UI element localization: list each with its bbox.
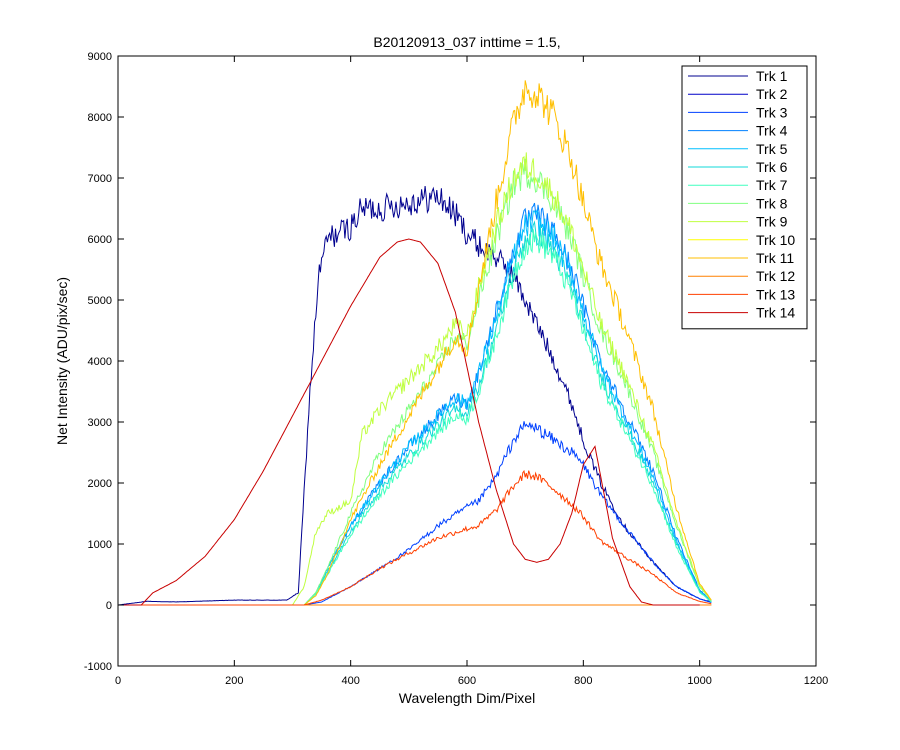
y-tick-label: 8000: [88, 112, 112, 124]
y-axis-label: Net Intensity (ADU/pix/sec): [54, 277, 70, 445]
y-tick-label: -1000: [84, 661, 112, 673]
chart-title: B20120913_037 inttime = 1.5,: [373, 34, 560, 50]
series-line-1: [117, 185, 712, 606]
y-tick-label: 2000: [88, 478, 112, 490]
legend-label-7: Trk 7: [756, 177, 788, 193]
legend-label-13: Trk 13: [756, 286, 795, 302]
x-tick-label: 0: [115, 675, 121, 687]
y-tick-label: 5000: [88, 295, 112, 307]
x-axis-label: Wavelength Dim/Pixel: [399, 690, 535, 706]
x-tick-label: 1000: [687, 675, 711, 687]
x-tick-label: 400: [341, 675, 359, 687]
x-tick-label: 1200: [804, 675, 828, 687]
x-tick-label: 800: [574, 675, 592, 687]
legend-box: [681, 65, 808, 330]
x-tick-label: 200: [225, 675, 243, 687]
y-tick-label: 0: [106, 600, 112, 612]
y-tick-label: 7000: [88, 173, 112, 185]
legend: Trk 1 Trk 2 Trk 3 Trk 4 Trk 5 Trk 6 Trk 7 Trk 8…: [681, 65, 808, 330]
legend-label-9: Trk 9: [756, 214, 788, 230]
series-group: [117, 80, 712, 606]
legend-label-11: Trk 11: [756, 250, 794, 266]
series-line-14: [118, 238, 700, 606]
legend-label-14: Trk 14: [756, 305, 795, 321]
y-tick-label: 1000: [88, 539, 112, 551]
legend-label-2: Trk 2: [756, 86, 788, 102]
series-line-13: [118, 469, 712, 606]
x-tick-label: 600: [458, 675, 476, 687]
y-tick-label: 3000: [88, 417, 112, 429]
legend-label-6: Trk 6: [756, 159, 788, 175]
legend-label-5: Trk 5: [756, 141, 788, 157]
legend-label-10: Trk 10: [756, 232, 795, 248]
legend-label-4: Trk 4: [756, 123, 788, 139]
y-tick-label: 6000: [88, 234, 112, 246]
legend-label-1: Trk 1: [756, 68, 788, 84]
legend-label-12: Trk 12: [756, 268, 795, 284]
y-tick-label: 4000: [88, 356, 112, 368]
y-tick-label: 9000: [88, 51, 112, 63]
axes-group: 0 200 400 600 800 1000 1200-100001000200030004…: [84, 51, 828, 687]
legend-label-8: Trk 8: [756, 195, 788, 211]
legend-label-3: Trk 3: [756, 104, 788, 120]
